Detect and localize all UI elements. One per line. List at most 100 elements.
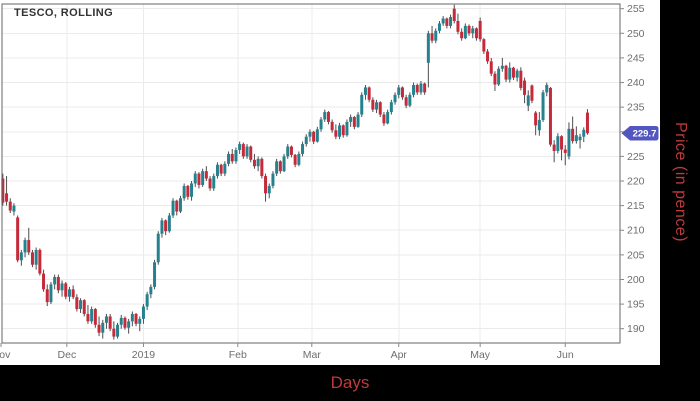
candle bbox=[171, 198, 175, 218]
y-tick-label: 200 bbox=[627, 274, 645, 286]
candle bbox=[82, 299, 86, 317]
candle bbox=[201, 168, 205, 187]
candle bbox=[271, 171, 275, 189]
candle bbox=[153, 259, 157, 290]
candle bbox=[504, 64, 508, 83]
candle bbox=[585, 109, 589, 135]
candle bbox=[101, 319, 105, 339]
candlestick-chart[interactable]: 190 195 200 205 210 215 220 225 235 240 245 250 255 N… bbox=[0, 0, 660, 365]
last-price-badge bbox=[621, 126, 659, 141]
candle bbox=[19, 249, 23, 266]
candle bbox=[397, 84, 401, 99]
x-tick-label: Nov bbox=[0, 349, 11, 361]
y-tick-label: 210 bbox=[627, 225, 645, 237]
last-price-value: 229.7 bbox=[633, 129, 657, 140]
candle bbox=[363, 84, 367, 100]
candle bbox=[434, 28, 438, 44]
candle bbox=[548, 86, 552, 147]
candle bbox=[67, 286, 71, 302]
candle bbox=[386, 109, 390, 125]
y-axis-title: Price (in pence) bbox=[672, 122, 689, 243]
candle bbox=[278, 160, 282, 174]
candle bbox=[486, 49, 490, 64]
candle bbox=[426, 30, 430, 88]
candle bbox=[326, 111, 330, 125]
candle bbox=[260, 157, 264, 179]
y-tick-label: 255 bbox=[627, 3, 645, 15]
candle bbox=[286, 144, 290, 159]
gridlines bbox=[2, 4, 620, 343]
x-tick-label: Jun bbox=[557, 349, 574, 361]
candle bbox=[519, 67, 523, 91]
candle bbox=[467, 24, 471, 36]
candle bbox=[60, 280, 64, 297]
candle bbox=[208, 176, 212, 191]
candle bbox=[186, 184, 190, 200]
candle bbox=[45, 284, 49, 307]
candle bbox=[415, 83, 419, 95]
x-tick-label: Apr bbox=[391, 349, 408, 361]
candle bbox=[108, 313, 112, 332]
candle bbox=[38, 248, 42, 276]
candle bbox=[456, 13, 460, 35]
candle bbox=[119, 314, 123, 329]
candle bbox=[86, 305, 90, 324]
candle bbox=[437, 20, 441, 34]
candle bbox=[389, 99, 393, 115]
candle bbox=[493, 71, 497, 91]
candle bbox=[5, 176, 9, 206]
y-tick-label: 220 bbox=[627, 176, 645, 188]
candle bbox=[441, 16, 445, 26]
candle bbox=[312, 130, 316, 145]
y-tick-label: 205 bbox=[627, 249, 645, 261]
candle bbox=[452, 4, 456, 24]
candle bbox=[293, 153, 297, 168]
candle bbox=[349, 114, 353, 127]
candle bbox=[264, 173, 268, 202]
candle bbox=[367, 86, 371, 103]
candle bbox=[104, 313, 108, 329]
candle bbox=[53, 274, 57, 290]
candle bbox=[8, 198, 12, 214]
candle bbox=[315, 126, 319, 143]
candle bbox=[523, 77, 527, 104]
candle bbox=[338, 122, 342, 140]
candle bbox=[193, 171, 197, 187]
candle bbox=[497, 66, 501, 86]
candle bbox=[190, 181, 194, 201]
candles bbox=[1, 4, 589, 340]
candle bbox=[75, 294, 79, 312]
candle bbox=[12, 203, 16, 216]
x-axis: Nov Dec 2019 Feb Mar Apr May Jun bbox=[0, 343, 574, 361]
candle bbox=[275, 158, 279, 177]
x-tick-label: Feb bbox=[229, 349, 247, 361]
candle bbox=[93, 308, 97, 328]
y-tick-label: 215 bbox=[627, 200, 645, 212]
candle bbox=[400, 86, 404, 100]
candle bbox=[571, 116, 575, 144]
candle bbox=[534, 111, 538, 136]
candle bbox=[90, 306, 94, 324]
candle bbox=[526, 90, 530, 112]
candle bbox=[116, 322, 120, 339]
candle bbox=[141, 304, 145, 324]
candle bbox=[234, 147, 238, 164]
y-tick-label: 245 bbox=[627, 52, 645, 64]
y-axis: 190 195 200 205 210 215 220 225 235 240 245 250 255 bbox=[620, 3, 645, 335]
candle bbox=[97, 316, 101, 337]
candle bbox=[27, 227, 31, 255]
candle bbox=[393, 92, 397, 105]
candle bbox=[330, 119, 334, 133]
candle bbox=[223, 161, 227, 177]
candle bbox=[267, 183, 271, 199]
candle bbox=[404, 94, 408, 109]
candle bbox=[345, 119, 349, 137]
chart-panel: TESCO, ROLLING 190 195 200 205 210 215 220 225 2… bbox=[0, 0, 660, 365]
candle bbox=[79, 298, 83, 313]
candle bbox=[23, 237, 27, 258]
candle bbox=[474, 27, 478, 41]
candle bbox=[212, 173, 216, 191]
candle bbox=[123, 316, 127, 330]
candle bbox=[138, 316, 142, 332]
